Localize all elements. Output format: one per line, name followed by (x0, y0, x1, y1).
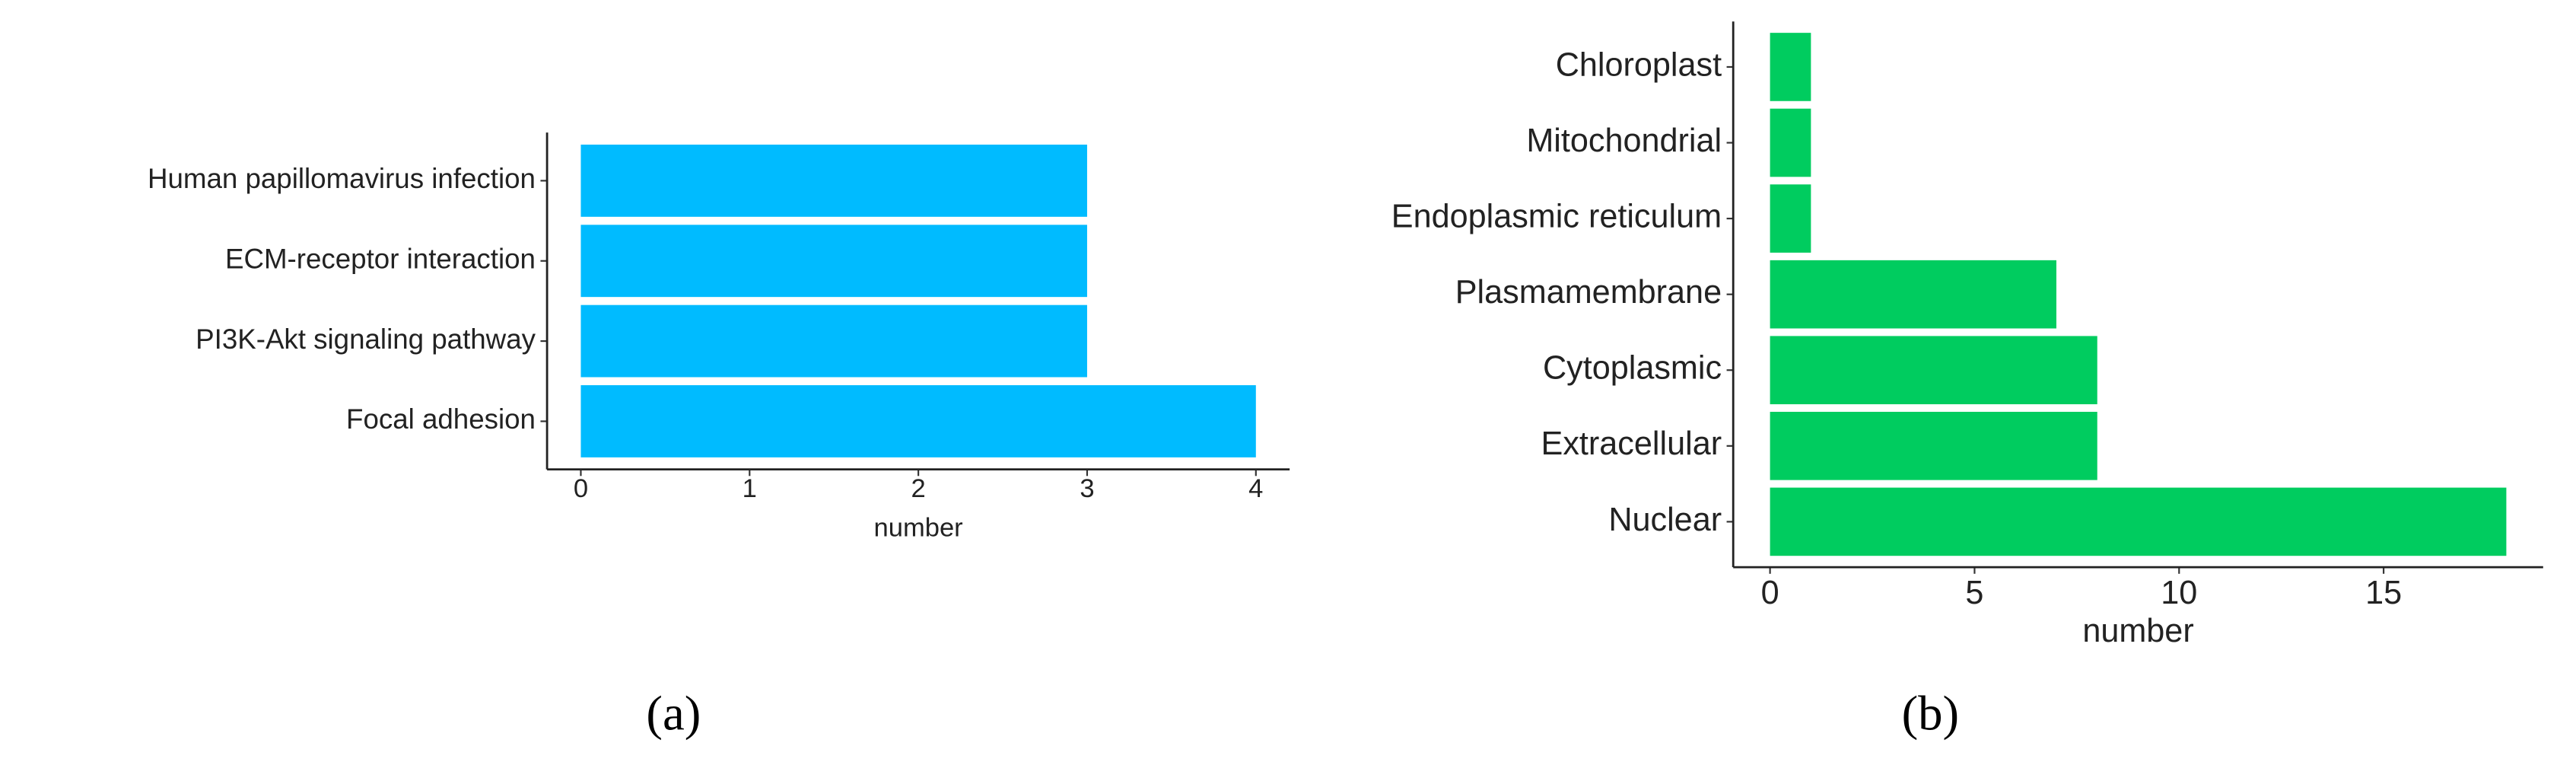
x-tick-label: 0 (574, 474, 588, 503)
y-tick-label: Human papillomavirus infection (148, 163, 536, 194)
x-tick-label: 3 (1080, 474, 1094, 503)
y-tick-label: Mitochondrial (1526, 123, 1722, 159)
bar (1770, 33, 1811, 101)
y-tick-label: Focal adhesion (346, 403, 536, 435)
x-tick-label: 5 (1965, 575, 1983, 611)
bar (1770, 412, 2097, 480)
y-tick-label: Extracellular (1541, 426, 1722, 462)
x-tick-label: 1 (743, 474, 757, 503)
x-tick-label: 2 (911, 474, 926, 503)
bar (580, 304, 1087, 378)
bar (580, 385, 1256, 457)
panel-label: (b) (1902, 687, 1960, 741)
x-tick-label: 4 (1248, 474, 1263, 503)
x-axis-label: number (874, 514, 963, 543)
x-tick-label: 0 (1761, 575, 1779, 611)
bar (580, 144, 1087, 217)
bar (1770, 184, 1811, 253)
x-tick-label: 15 (2365, 575, 2402, 611)
x-tick-label: 10 (2161, 575, 2197, 611)
y-tick-label: Chloroplast (1556, 46, 1722, 83)
x-axis-label: number (2082, 613, 2193, 649)
y-tick-label: Cytoplasmic (1543, 350, 1722, 387)
bar (580, 225, 1087, 298)
y-tick-label: Nuclear (1608, 502, 1722, 538)
bar (1770, 487, 2507, 556)
y-tick-label: Endoplasmic reticulum (1391, 199, 1722, 235)
bar (1770, 336, 2097, 405)
y-tick-label: PI3K-Akt signaling pathway (196, 324, 536, 355)
bar (1770, 108, 1811, 177)
bar (1770, 260, 2056, 329)
y-tick-label: ECM-receptor interaction (225, 243, 536, 274)
panel-label: (a) (646, 687, 701, 741)
y-tick-label: Plasmamembrane (1455, 274, 1722, 311)
